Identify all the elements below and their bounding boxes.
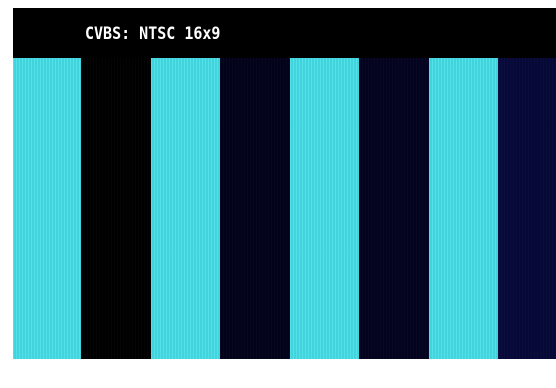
bar-2 — [81, 58, 151, 359]
bar-3 — [151, 58, 220, 359]
osd-signal-label: CVBS: NTSC 16x9 — [85, 23, 221, 44]
bar-1 — [13, 58, 81, 359]
color-bar-pattern — [13, 58, 556, 359]
osd-bar: CVBS: NTSC 16x9 — [13, 8, 556, 58]
bar-7 — [429, 58, 498, 359]
bar-5 — [290, 58, 359, 359]
video-screen: CVBS: NTSC 16x9 — [13, 8, 556, 359]
bar-6 — [359, 58, 429, 359]
bar-4 — [220, 58, 290, 359]
bar-8 — [498, 58, 556, 359]
